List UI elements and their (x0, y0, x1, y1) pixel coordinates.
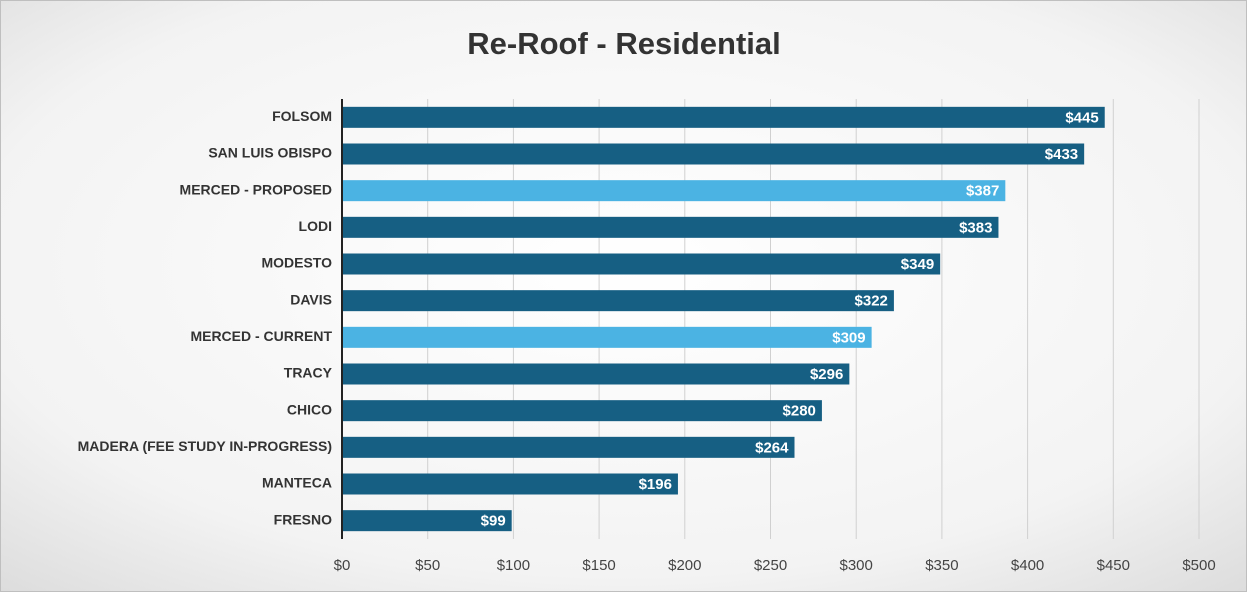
bar (342, 326, 872, 348)
value-label: $322 (855, 293, 888, 310)
value-label: $387 (966, 183, 999, 200)
y-tick-label: TRACY (284, 365, 333, 381)
x-tick-label: $400 (1011, 557, 1044, 574)
y-tick-label: MERCED - CURRENT (190, 328, 332, 344)
x-tick-label: $150 (582, 557, 615, 574)
y-tick-label: MANTECA (262, 475, 332, 491)
bar (342, 290, 894, 312)
value-label: $349 (901, 256, 934, 273)
bar (342, 180, 1006, 202)
y-tick-label: FRESNO (274, 511, 332, 527)
x-tick-label: $250 (754, 557, 787, 574)
bar (342, 436, 795, 458)
value-label: $433 (1045, 146, 1078, 163)
x-tick-label: $200 (668, 557, 701, 574)
bar (342, 216, 999, 238)
value-label: $264 (755, 439, 789, 456)
value-label: $383 (959, 219, 992, 236)
y-tick-label: MADERA (FEE STUDY IN-PROGRESS) (78, 438, 332, 454)
value-label: $280 (783, 403, 816, 420)
bar (342, 253, 941, 275)
y-tick-label: MODESTO (261, 255, 332, 271)
bar (342, 400, 822, 422)
y-tick-label: SAN LUIS OBISPO (208, 145, 332, 161)
x-tick-label: $100 (497, 557, 530, 574)
y-tick-label: MERCED - PROPOSED (180, 181, 332, 197)
chart-title: Re-Roof - Residential (467, 26, 780, 61)
x-tick-label: $350 (925, 557, 958, 574)
value-label: $99 (481, 513, 506, 530)
value-label: $309 (832, 329, 865, 346)
y-tick-label: LODI (299, 218, 332, 234)
value-label: $296 (810, 366, 843, 383)
bar (342, 106, 1105, 128)
y-tick-label: FOLSOM (272, 108, 332, 124)
bar (342, 473, 678, 495)
value-label: $196 (639, 476, 672, 493)
bar (342, 143, 1085, 165)
y-tick-label: DAVIS (290, 291, 332, 307)
x-tick-label: $0 (334, 557, 351, 574)
y-tick-label: CHICO (287, 401, 332, 417)
value-label: $445 (1065, 109, 1098, 126)
x-tick-label: $500 (1182, 557, 1215, 574)
x-tick-label: $50 (415, 557, 440, 574)
bar (342, 510, 512, 532)
x-tick-label: $300 (840, 557, 873, 574)
x-tick-label: $450 (1097, 557, 1130, 574)
bar (342, 363, 850, 385)
